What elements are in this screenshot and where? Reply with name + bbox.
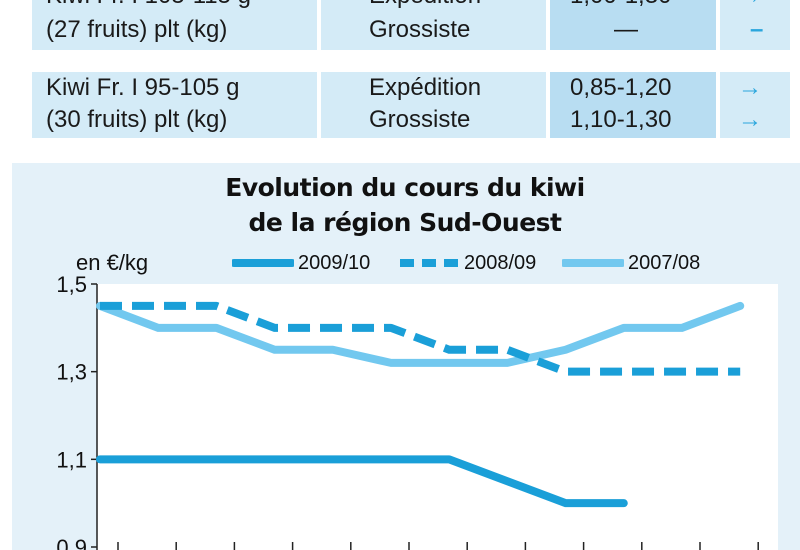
trend-cell [720, 0, 790, 50]
chart-title: Evolution du cours du kiwi [225, 173, 585, 202]
price-cell [550, 72, 716, 138]
stage-shipping: Expédition [369, 74, 482, 101]
stage-wholesale: Grossiste [369, 106, 471, 133]
legend-item-2009-10: 2009/10 [232, 248, 370, 278]
stage-wholesale: Grossiste [369, 16, 471, 43]
price-shipping: 0,85-1,20 [570, 74, 672, 101]
trend-arrow-icon: → [738, 74, 762, 101]
y-axis-unit-label: en €/kg [76, 250, 149, 275]
legend-swatch-light [562, 259, 624, 267]
table-row: Kiwi Fr. I 95-105 g (30 fruits) plt (kg)… [32, 72, 790, 138]
stage-shipping: Expédition [369, 0, 481, 12]
legend-item-2008-09: 2008/09 [398, 248, 536, 278]
stage-cell [321, 0, 546, 50]
y-tick-label: 1,3 [56, 360, 87, 385]
legend-swatch-solid [232, 259, 294, 267]
price-table: Kiwi Fr. I 105-115 g (27 fruits) plt (kg… [0, 0, 800, 150]
trend-cell [720, 72, 790, 138]
series-line-2009-10 [96, 455, 628, 508]
price-shipping: 1,00-1,30 [570, 0, 671, 12]
table-row: Kiwi Fr. I 105-115 g (27 fruits) plt (kg… [32, 0, 790, 50]
y-tick-label: 1,5 [56, 272, 87, 297]
trend-arrow-icon: → [738, 106, 762, 133]
legend-swatch-dashed [400, 259, 458, 267]
price-wholesale: — [614, 16, 638, 43]
stage-cell [321, 72, 546, 138]
product-name: Kiwi Fr. I 105-115 g [46, 0, 251, 12]
chart-subtitle: de la région Sud-Ouest [248, 208, 562, 237]
trend-dash-icon: – [750, 16, 764, 43]
y-tick-label: 0,9 [56, 535, 87, 550]
series-line-2007-08 [96, 301, 745, 367]
series-line-2008-09 [100, 301, 741, 376]
legend-label: 2007/08 [628, 251, 701, 274]
legend-label: 2009/10 [298, 251, 371, 274]
trend-arrow-icon: → [738, 0, 762, 12]
legend-label: 2008/09 [464, 251, 537, 274]
price-cell [550, 0, 716, 50]
product-name: Kiwi Fr. I 95-105 g [46, 74, 240, 101]
product-cell [32, 72, 317, 138]
product-detail: (27 fruits) plt (kg) [46, 16, 228, 43]
y-tick-label: 1,1 [56, 447, 87, 472]
product-cell [32, 0, 317, 50]
legend-item-2007-08: 2007/08 [562, 248, 700, 278]
product-detail: (30 fruits) plt (kg) [46, 106, 228, 133]
price-wholesale: 1,10-1,30 [570, 106, 672, 133]
